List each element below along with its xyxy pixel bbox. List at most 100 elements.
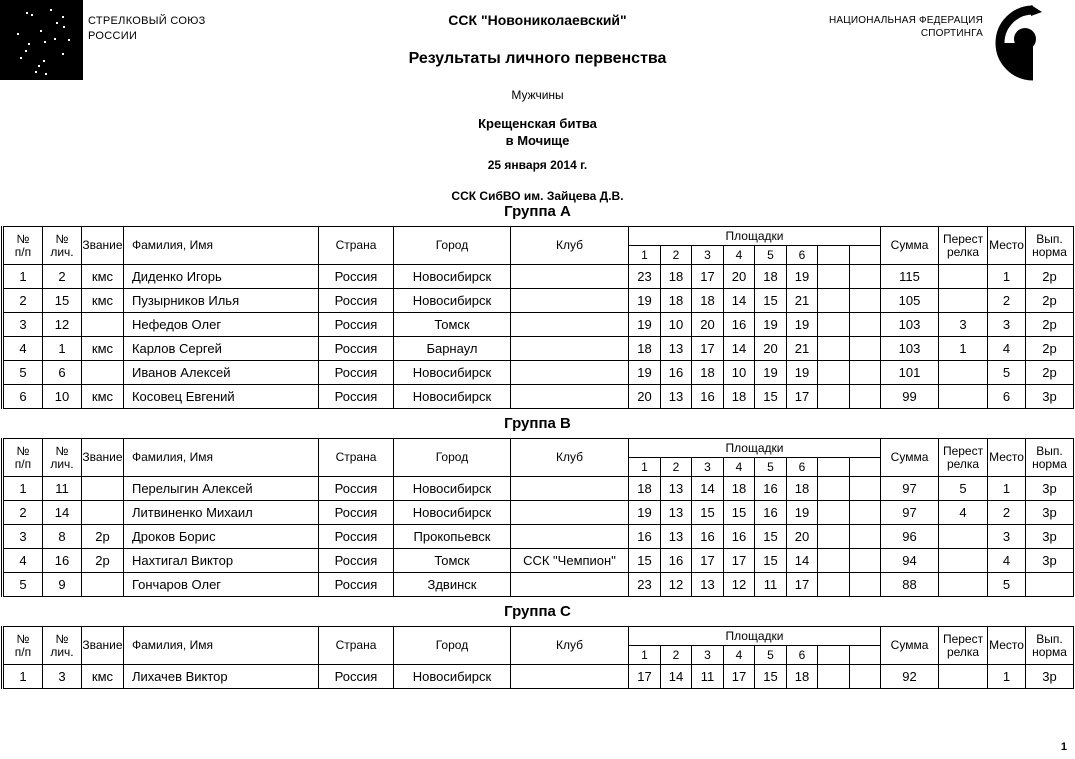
- station-number: 6: [785, 645, 818, 665]
- right-org-line1: НАЦИОНАЛЬНАЯ ФЕДЕРАЦИЯ: [829, 15, 983, 26]
- cell-score: 19: [753, 312, 787, 337]
- col-header-place: Место: [987, 226, 1027, 265]
- cell-city: Новосибирск: [392, 288, 511, 313]
- cell-score: 16: [690, 384, 724, 409]
- station-number: 3: [690, 457, 724, 477]
- cell-place: 6: [987, 384, 1027, 409]
- host-club-title: ССК "Новониколаевский": [448, 12, 627, 28]
- cell-city: Прокопьевск: [392, 524, 511, 549]
- cell-norm: 2р: [1025, 288, 1075, 313]
- cell-shootoff: [938, 664, 989, 689]
- cell-score: [848, 336, 882, 361]
- cell-name: Косовец Евгений: [122, 384, 319, 409]
- cell-rank: [80, 572, 124, 597]
- cell-score: [848, 664, 882, 689]
- cell-club: [509, 264, 629, 289]
- cell-club: [509, 360, 629, 385]
- station-number: [816, 645, 850, 665]
- cell-score: 19: [753, 360, 787, 385]
- cell-score: [848, 312, 882, 337]
- cell-city: Томск: [392, 548, 511, 573]
- col-header-name: Фамилия, Имя: [122, 438, 319, 477]
- cell-score: 17: [785, 572, 818, 597]
- station-number: [848, 457, 882, 477]
- cell-shootoff: [938, 288, 989, 313]
- station-number: 2: [659, 457, 692, 477]
- result-row: 2 14 Литвиненко Михаил Россия Новосибирск 19 1…: [1, 500, 1075, 525]
- cell-norm: 3р: [1025, 548, 1075, 573]
- cell-sum: 94: [880, 548, 940, 573]
- cell-score: [816, 360, 850, 385]
- cell-shootoff: [938, 360, 989, 385]
- cell-score: 16: [627, 524, 661, 549]
- constellation-dots-icon: [26, 12, 28, 14]
- cell-country: Россия: [317, 476, 394, 501]
- cell-score: 17: [690, 336, 724, 361]
- cell-sum: 88: [880, 572, 940, 597]
- cell-index: 3: [1, 312, 43, 337]
- cell-score: 23: [627, 572, 661, 597]
- group-b-results-table: № п/п № лич. Звание Фамилия, Имя Страна Город Кл…: [0, 438, 1075, 597]
- cell-index: 5: [1, 360, 43, 385]
- cell-score: [848, 476, 882, 501]
- cell-personal-num: 12: [41, 312, 82, 337]
- cell-score: 21: [785, 288, 818, 313]
- cell-country: Россия: [317, 548, 394, 573]
- result-row: 4 16 2р Нахтигал Виктор Россия Томск ССК "Чемп…: [1, 548, 1075, 573]
- cell-rank: кмс: [80, 288, 124, 313]
- right-org-line2: СПОРТИНГА: [920, 28, 983, 39]
- cell-place: 1: [987, 264, 1027, 289]
- col-header-club: Клуб: [509, 438, 629, 477]
- cell-shootoff: 3: [938, 312, 989, 337]
- cell-club: [509, 312, 629, 337]
- cell-index: 4: [1, 336, 43, 361]
- cell-norm: 2р: [1025, 336, 1075, 361]
- cell-score: 12: [722, 572, 755, 597]
- category-label: Мужчины: [511, 88, 564, 102]
- cell-score: 18: [690, 360, 724, 385]
- cell-personal-num: 10: [41, 384, 82, 409]
- cell-score: 15: [753, 288, 787, 313]
- col-header-sum: Сумма: [880, 438, 940, 477]
- cell-country: Россия: [317, 312, 394, 337]
- station-number: 1: [627, 457, 661, 477]
- cell-score: 16: [659, 360, 692, 385]
- cell-score: 10: [722, 360, 755, 385]
- cell-club: [509, 288, 629, 313]
- cell-score: [816, 312, 850, 337]
- cell-name: Карлов Сергей: [122, 336, 319, 361]
- cell-score: 13: [690, 572, 724, 597]
- cell-shootoff: [938, 524, 989, 549]
- cell-score: [816, 500, 850, 525]
- cell-score: 18: [690, 288, 724, 313]
- group-b-section: Группа В № п/п № лич. Звание Фамилия, Имя Стра…: [0, 415, 1075, 597]
- cell-norm: 3р: [1025, 384, 1075, 409]
- col-header-norm: Вып. норма: [1025, 438, 1075, 477]
- table-header: № п/п № лич. Звание Фамилия, Имя Страна Город Кл…: [1, 626, 1075, 665]
- cell-score: 16: [753, 476, 787, 501]
- cell-shootoff: 4: [938, 500, 989, 525]
- cell-club: [509, 476, 629, 501]
- col-header-city: Город: [392, 226, 511, 265]
- group-c-section: Группа С № п/п № лич. Звание Фамилия, Имя Стра…: [0, 603, 1075, 689]
- col-header-norm: Вып. норма: [1025, 226, 1075, 265]
- cell-score: 18: [627, 336, 661, 361]
- cell-score: [848, 360, 882, 385]
- cell-score: 19: [627, 360, 661, 385]
- cell-score: 19: [785, 264, 818, 289]
- cell-score: [848, 384, 882, 409]
- cell-rank: [80, 476, 124, 501]
- cell-personal-num: 11: [41, 476, 82, 501]
- cell-shootoff: [938, 384, 989, 409]
- col-header-stations: Площадки: [627, 438, 882, 458]
- cell-index: 3: [1, 524, 43, 549]
- col-header-shootoff: Перест релка: [938, 226, 989, 265]
- venue-name: ССК СибВО им. Зайцева Д.В.: [451, 189, 624, 203]
- result-row: 5 9 Гончаров Олег Россия Здвинск 23 12 13 12 11 17…: [1, 572, 1075, 597]
- cell-name: Нахтигал Виктор: [122, 548, 319, 573]
- cell-score: 13: [659, 384, 692, 409]
- station-number: 5: [753, 245, 787, 265]
- col-header-rank: Звание: [80, 226, 124, 265]
- col-header-name: Фамилия, Имя: [122, 626, 319, 665]
- cell-personal-num: 9: [41, 572, 82, 597]
